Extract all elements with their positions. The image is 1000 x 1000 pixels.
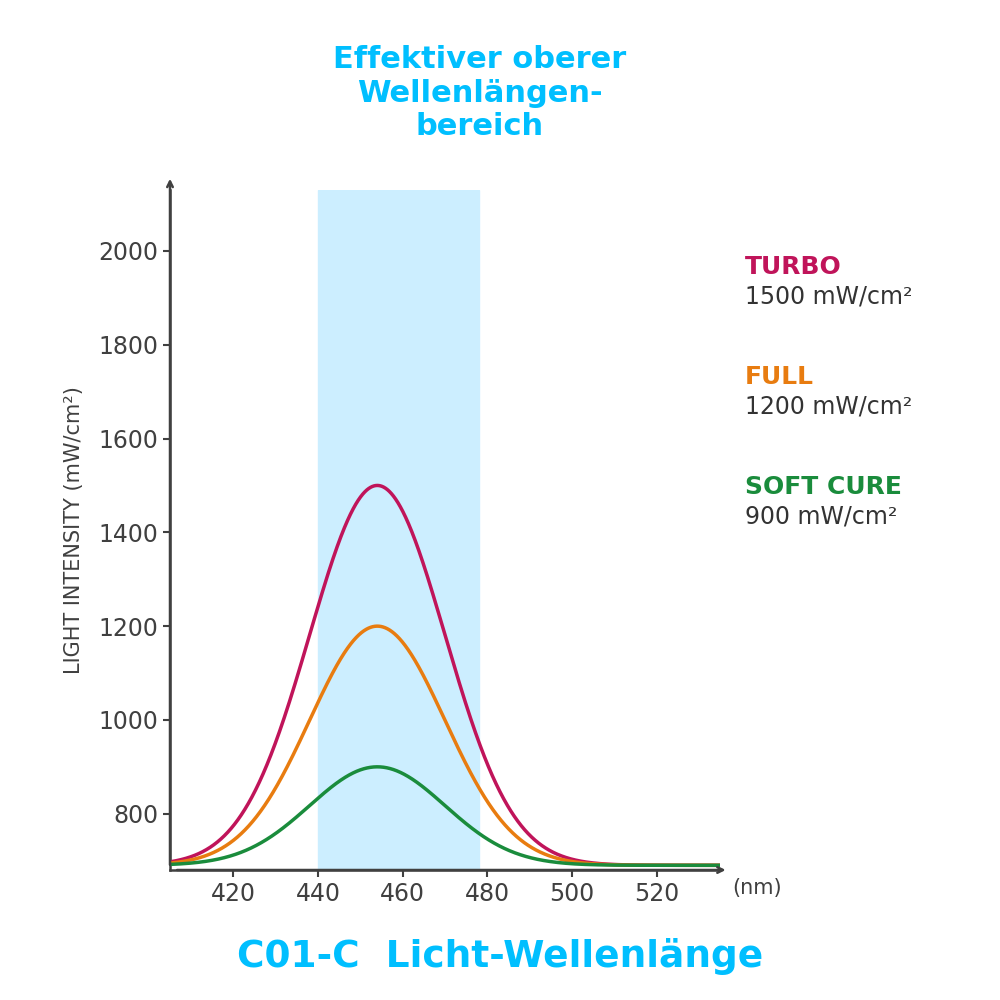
Text: C01-C  Licht-Wellenlänge: C01-C Licht-Wellenlänge — [237, 938, 763, 975]
Text: FULL: FULL — [745, 365, 814, 389]
Text: (nm): (nm) — [733, 878, 782, 898]
Text: 1500 mW/cm²: 1500 mW/cm² — [745, 285, 912, 309]
Text: 1200 mW/cm²: 1200 mW/cm² — [745, 395, 912, 419]
Bar — [318, 190, 479, 870]
Y-axis label: LIGHT INTENSITY (mW/cm²): LIGHT INTENSITY (mW/cm²) — [64, 386, 84, 674]
Text: Effektiver oberer
Wellenlängen-
bereich: Effektiver oberer Wellenlängen- bereich — [333, 45, 627, 141]
Text: SOFT CURE: SOFT CURE — [745, 475, 902, 499]
Text: TURBO: TURBO — [745, 255, 842, 279]
Text: 900 mW/cm²: 900 mW/cm² — [745, 505, 897, 529]
